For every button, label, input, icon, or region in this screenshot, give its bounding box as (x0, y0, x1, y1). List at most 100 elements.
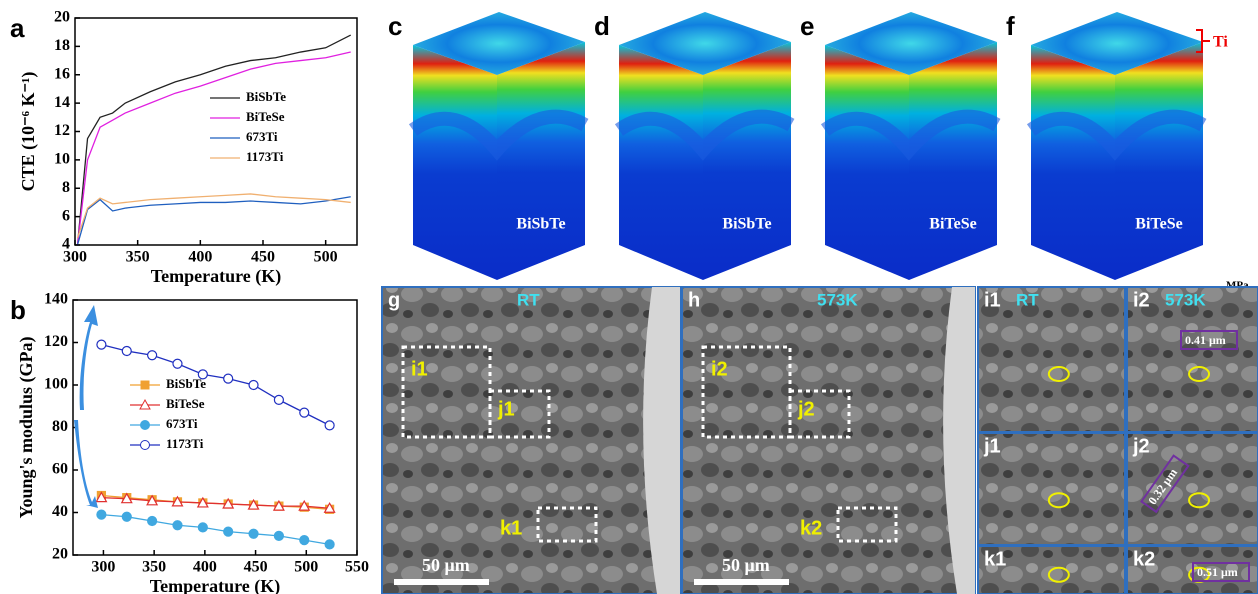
series-line (78, 194, 351, 238)
series-line (101, 515, 329, 545)
cube-right-face (909, 42, 997, 280)
x-axis-label: Temperature (K) (151, 266, 281, 287)
plot-area (78, 35, 351, 245)
y-tick-label: 40 (52, 503, 68, 520)
scale-bar-label: 50 μm (722, 555, 770, 575)
x-tick-label: 400 (193, 559, 217, 576)
zoom-label: i2 (1133, 289, 1150, 311)
x-tick-label: 300 (91, 559, 115, 576)
legend-label: 1173Ti (166, 436, 204, 451)
x-tick-label: 500 (294, 559, 318, 576)
marker (173, 521, 182, 530)
zoom-box-label: k2 (800, 517, 822, 539)
legend-label: BiSbTe (166, 376, 206, 391)
panel-label: h (688, 289, 700, 311)
marker (274, 395, 283, 404)
legend-marker (141, 441, 150, 450)
series-line (78, 52, 351, 245)
y-tick-label: 120 (44, 333, 68, 350)
legend-label: 673Ti (166, 416, 198, 431)
zoom-label: k1 (984, 548, 1006, 570)
cube-right-face (497, 42, 585, 280)
x-tick-label: 300 (63, 249, 87, 266)
x-tick-label: 450 (251, 249, 275, 266)
scale-bar (694, 579, 789, 585)
zoom-label: k2 (1133, 548, 1155, 570)
fem-cube (619, 12, 791, 280)
material-label: BiTeSe (1135, 216, 1182, 233)
cube-right-face (703, 42, 791, 280)
marker (249, 529, 258, 538)
y-tick-label: 8 (62, 179, 70, 196)
legend-label: BiTeSe (166, 396, 205, 411)
figure: a468101214161820300350400450500Temperatu… (0, 0, 1258, 594)
material-label: BiSbTe (516, 216, 565, 233)
marker (300, 408, 309, 417)
condition-label: RT (1016, 290, 1039, 309)
y-tick-label: 16 (54, 65, 70, 82)
y-axis-label: CTE (10⁻⁶ K⁻¹) (18, 72, 39, 192)
panel-label: g (388, 289, 400, 311)
legend-marker (141, 421, 150, 430)
measure-label: 0.51 μm (1197, 565, 1238, 579)
series-line (101, 496, 329, 510)
condition-label: 573K (817, 290, 858, 309)
marker (249, 381, 258, 390)
legend-label: 1173Ti (246, 149, 284, 164)
y-tick-label: 14 (54, 94, 70, 111)
y-tick-label: 18 (54, 37, 70, 54)
marker (300, 536, 309, 545)
plot-frame (73, 300, 357, 555)
marker (122, 347, 131, 356)
material-label: BiSbTe (722, 216, 771, 233)
marker (97, 510, 106, 519)
panel-label: c (388, 11, 402, 41)
y-tick-label: 20 (52, 546, 68, 563)
marker (173, 359, 182, 368)
zoom-box-label: j2 (797, 398, 815, 420)
y-tick-label: 100 (44, 376, 68, 393)
marker (224, 527, 233, 536)
zoom-label: j1 (983, 435, 1001, 457)
marker (274, 531, 283, 540)
fem-cube (1031, 12, 1203, 280)
material-label: BiTeSe (929, 216, 976, 233)
arrow-shape (74, 420, 98, 508)
x-axis-label: Temperature (K) (150, 576, 280, 594)
zoom-label: i1 (984, 289, 1001, 311)
plot-frame (75, 18, 357, 245)
fem-cube (413, 12, 585, 280)
y-tick-label: 140 (44, 291, 68, 308)
panel-label: a (10, 13, 25, 43)
x-tick-label: 500 (314, 249, 338, 266)
marker (122, 512, 131, 521)
y-tick-label: 20 (54, 9, 70, 26)
x-tick-label: 550 (345, 559, 369, 576)
x-tick-label: 350 (142, 559, 166, 576)
y-tick-label: 10 (54, 151, 70, 168)
series-line (78, 197, 351, 245)
cube-left-face (825, 45, 909, 280)
measure-label: 0.41 μm (1185, 333, 1226, 347)
panel-label: e (800, 11, 814, 41)
series-line (101, 498, 329, 509)
marker (148, 517, 157, 526)
y-tick-label: 80 (52, 418, 68, 435)
cube-left-face (1031, 45, 1115, 280)
zoom-box-label: k1 (500, 517, 522, 539)
x-tick-label: 450 (244, 559, 268, 576)
marker (97, 340, 106, 349)
condition-label: 573K (1165, 290, 1206, 309)
y-tick-label: 60 (52, 461, 68, 478)
cube-right-face (1115, 42, 1203, 280)
x-tick-label: 350 (126, 249, 150, 266)
legend-label: BiSbTe (246, 89, 286, 104)
zoom-label: j2 (1132, 435, 1150, 457)
zoom-box-label: j1 (497, 398, 515, 420)
cube-left-face (413, 45, 497, 280)
zoom-box-label: i1 (411, 358, 428, 380)
panel-label: d (594, 11, 610, 41)
y-tick-label: 12 (54, 122, 70, 139)
fem-cube (825, 12, 997, 280)
